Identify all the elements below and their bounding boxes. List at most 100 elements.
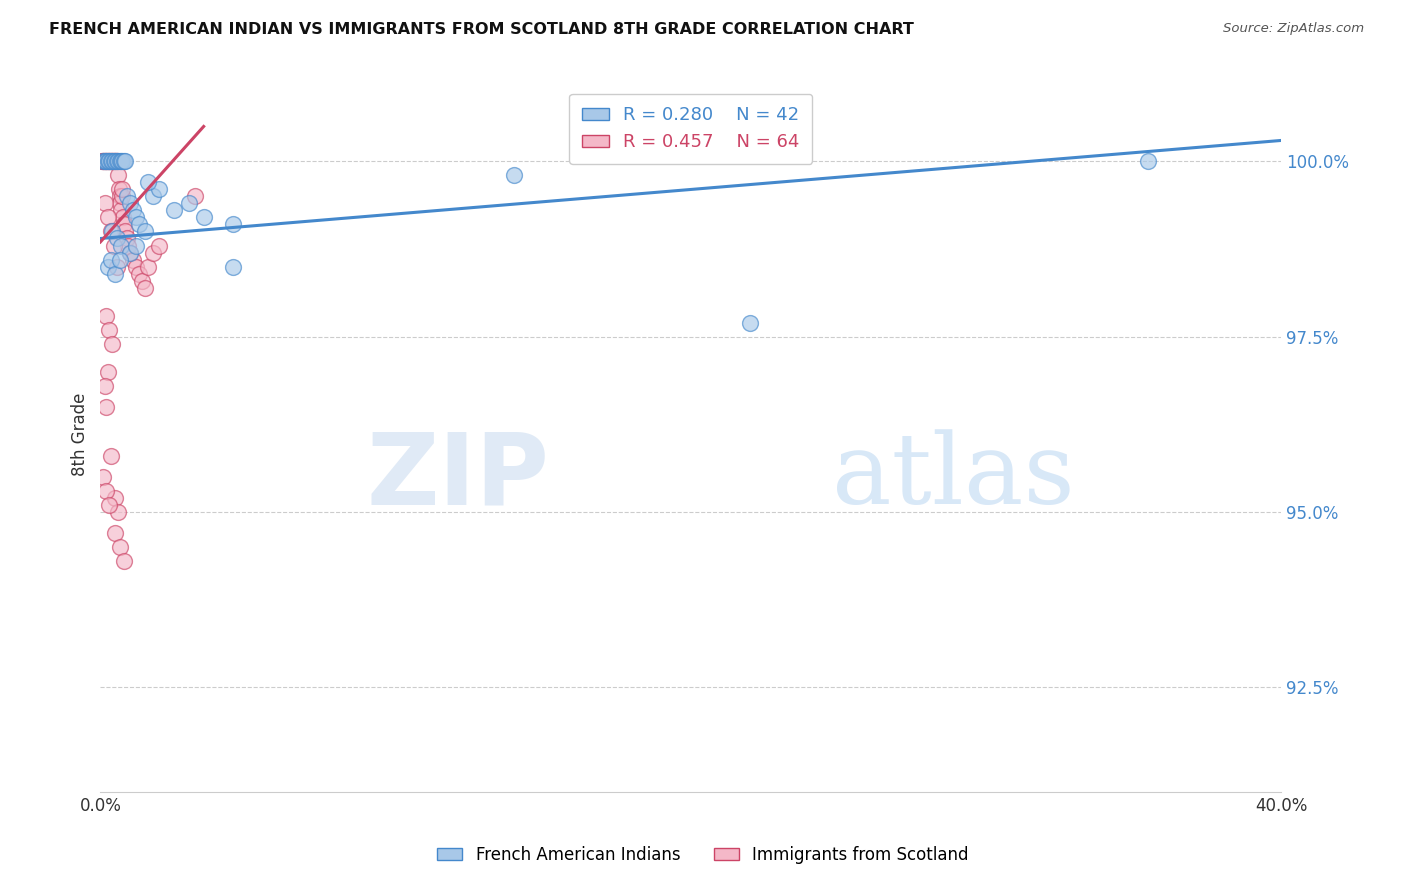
Point xyxy=(111,182,134,196)
Point xyxy=(97,365,120,379)
Point xyxy=(184,189,207,203)
Point xyxy=(134,225,156,239)
Point xyxy=(136,260,159,274)
Point xyxy=(101,154,124,169)
Point xyxy=(104,491,127,505)
Point xyxy=(117,238,139,252)
Point xyxy=(112,154,135,169)
Point xyxy=(128,267,150,281)
Point xyxy=(110,203,132,218)
Point xyxy=(112,553,135,567)
Point xyxy=(112,218,135,232)
Point xyxy=(94,196,117,211)
Point xyxy=(104,267,127,281)
Point xyxy=(96,154,118,169)
Point xyxy=(96,309,118,323)
Point xyxy=(94,154,117,169)
Point xyxy=(125,211,148,225)
Point xyxy=(110,196,132,211)
Point xyxy=(107,182,129,196)
Point xyxy=(222,260,245,274)
Point xyxy=(148,238,170,252)
Point xyxy=(114,154,136,169)
Point xyxy=(121,203,143,218)
Point xyxy=(118,196,141,211)
Point xyxy=(103,154,125,169)
Point xyxy=(107,505,129,519)
Point xyxy=(110,238,132,252)
Point xyxy=(98,154,121,169)
Point xyxy=(91,154,114,169)
Point xyxy=(105,231,128,245)
Point xyxy=(91,154,114,169)
Point xyxy=(107,154,129,169)
Point xyxy=(94,154,117,169)
Point xyxy=(100,252,122,267)
Text: atlas: atlas xyxy=(832,430,1076,525)
Point xyxy=(104,525,127,540)
Point xyxy=(222,218,245,232)
Point xyxy=(105,260,128,274)
Point xyxy=(163,203,186,218)
Point xyxy=(94,154,117,169)
Legend: French American Indians, Immigrants from Scotland: French American Indians, Immigrants from… xyxy=(430,839,976,871)
Point xyxy=(97,154,120,169)
Legend: R = 0.280    N = 42, R = 0.457    N = 64: R = 0.280 N = 42, R = 0.457 N = 64 xyxy=(569,94,813,164)
Point xyxy=(108,189,131,203)
Point xyxy=(101,225,124,239)
Point xyxy=(101,154,124,169)
Point xyxy=(125,260,148,274)
Point xyxy=(105,154,128,169)
Text: Source: ZipAtlas.com: Source: ZipAtlas.com xyxy=(1223,22,1364,36)
Point xyxy=(100,154,122,169)
Point xyxy=(98,322,121,336)
Point xyxy=(110,154,132,169)
Point xyxy=(148,182,170,196)
Point xyxy=(96,483,118,498)
Point xyxy=(115,231,138,245)
Point xyxy=(1137,154,1160,169)
Text: FRENCH AMERICAN INDIAN VS IMMIGRANTS FROM SCOTLAND 8TH GRADE CORRELATION CHART: FRENCH AMERICAN INDIAN VS IMMIGRANTS FRO… xyxy=(49,22,914,37)
Point xyxy=(96,400,118,414)
Point xyxy=(136,176,159,190)
Point xyxy=(142,245,165,260)
Point xyxy=(125,238,148,252)
Point xyxy=(97,260,120,274)
Point xyxy=(101,336,124,351)
Point xyxy=(107,154,129,169)
Point xyxy=(93,154,115,169)
Point xyxy=(100,154,122,169)
Point xyxy=(112,211,135,225)
Y-axis label: 8th Grade: 8th Grade xyxy=(72,392,89,476)
Point xyxy=(118,245,141,260)
Point xyxy=(105,154,128,169)
Point xyxy=(98,154,121,169)
Point xyxy=(110,189,132,203)
Point xyxy=(96,154,118,169)
Point xyxy=(103,154,125,169)
Point xyxy=(128,218,150,232)
Point xyxy=(98,498,121,512)
Point xyxy=(177,196,200,211)
Point xyxy=(111,154,134,169)
Point xyxy=(134,280,156,294)
Point xyxy=(121,252,143,267)
Point xyxy=(91,469,114,483)
Point xyxy=(103,154,125,169)
Point xyxy=(97,211,120,225)
Point xyxy=(96,154,118,169)
Point xyxy=(108,540,131,554)
Point xyxy=(90,154,112,169)
Point xyxy=(97,154,120,169)
Point xyxy=(100,154,122,169)
Point xyxy=(118,245,141,260)
Point xyxy=(114,225,136,239)
Point xyxy=(94,378,117,392)
Point xyxy=(107,169,129,183)
Point xyxy=(115,189,138,203)
Point xyxy=(100,449,122,463)
Point xyxy=(103,238,125,252)
Point xyxy=(502,169,524,183)
Point xyxy=(738,316,761,330)
Point xyxy=(104,154,127,169)
